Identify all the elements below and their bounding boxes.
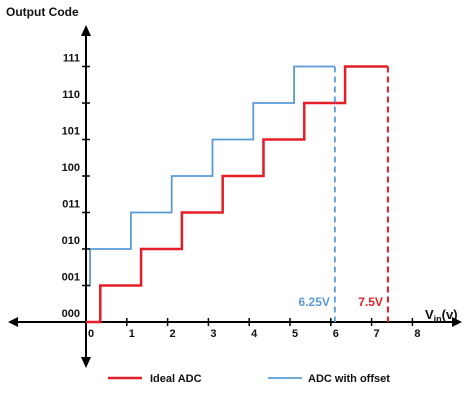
x-axis-arrow-right xyxy=(452,317,462,327)
series-layer: 7.5V 6.25V xyxy=(86,65,389,324)
x-tick-label: 0 xyxy=(88,328,94,340)
x-tick-label: 6 xyxy=(333,328,339,340)
x-tick-label: 7 xyxy=(374,328,380,340)
legend-label: ADC with offset xyxy=(308,373,390,385)
end-marker-label: 7.5V xyxy=(358,295,383,309)
y-tick-label: 110 xyxy=(62,89,80,101)
legend: Ideal ADC ADC with offset xyxy=(108,373,390,385)
y-tick-label: 011 xyxy=(62,199,80,211)
x-tick-label: 2 xyxy=(170,328,176,340)
series-line-adc-with-offset xyxy=(86,65,335,287)
end-marker-label: 6.25V xyxy=(299,295,330,309)
y-tick-label: 111 xyxy=(63,53,80,65)
y-axis-arrow-top xyxy=(81,25,91,36)
y-axis-arrow-bottom xyxy=(81,357,91,368)
x-tick-label: 4 xyxy=(251,328,258,340)
x-axis-arrow-left xyxy=(8,317,18,327)
y-tick-label: 000 xyxy=(62,308,80,320)
series-line-ideal-adc xyxy=(86,65,388,324)
x-axis-label-sub: in xyxy=(434,314,442,324)
x-axis-label: Vin(v) xyxy=(425,307,458,324)
x-tick-label: 5 xyxy=(292,328,298,340)
x-axis-label-main: V xyxy=(425,307,434,322)
y-tick-label: 010 xyxy=(62,235,80,247)
x-tick-label: 3 xyxy=(210,328,216,340)
y-tick-label: 001 xyxy=(62,272,80,284)
x-tick-label: 1 xyxy=(129,328,135,340)
x-axis-label-tail: (v) xyxy=(442,307,458,322)
y-tick-label: 100 xyxy=(62,162,80,174)
x-tick-label: 8 xyxy=(414,328,420,340)
y-axis-label: Output Code xyxy=(6,5,79,19)
y-tick-label: 101 xyxy=(62,126,80,138)
legend-label: Ideal ADC xyxy=(150,373,202,385)
